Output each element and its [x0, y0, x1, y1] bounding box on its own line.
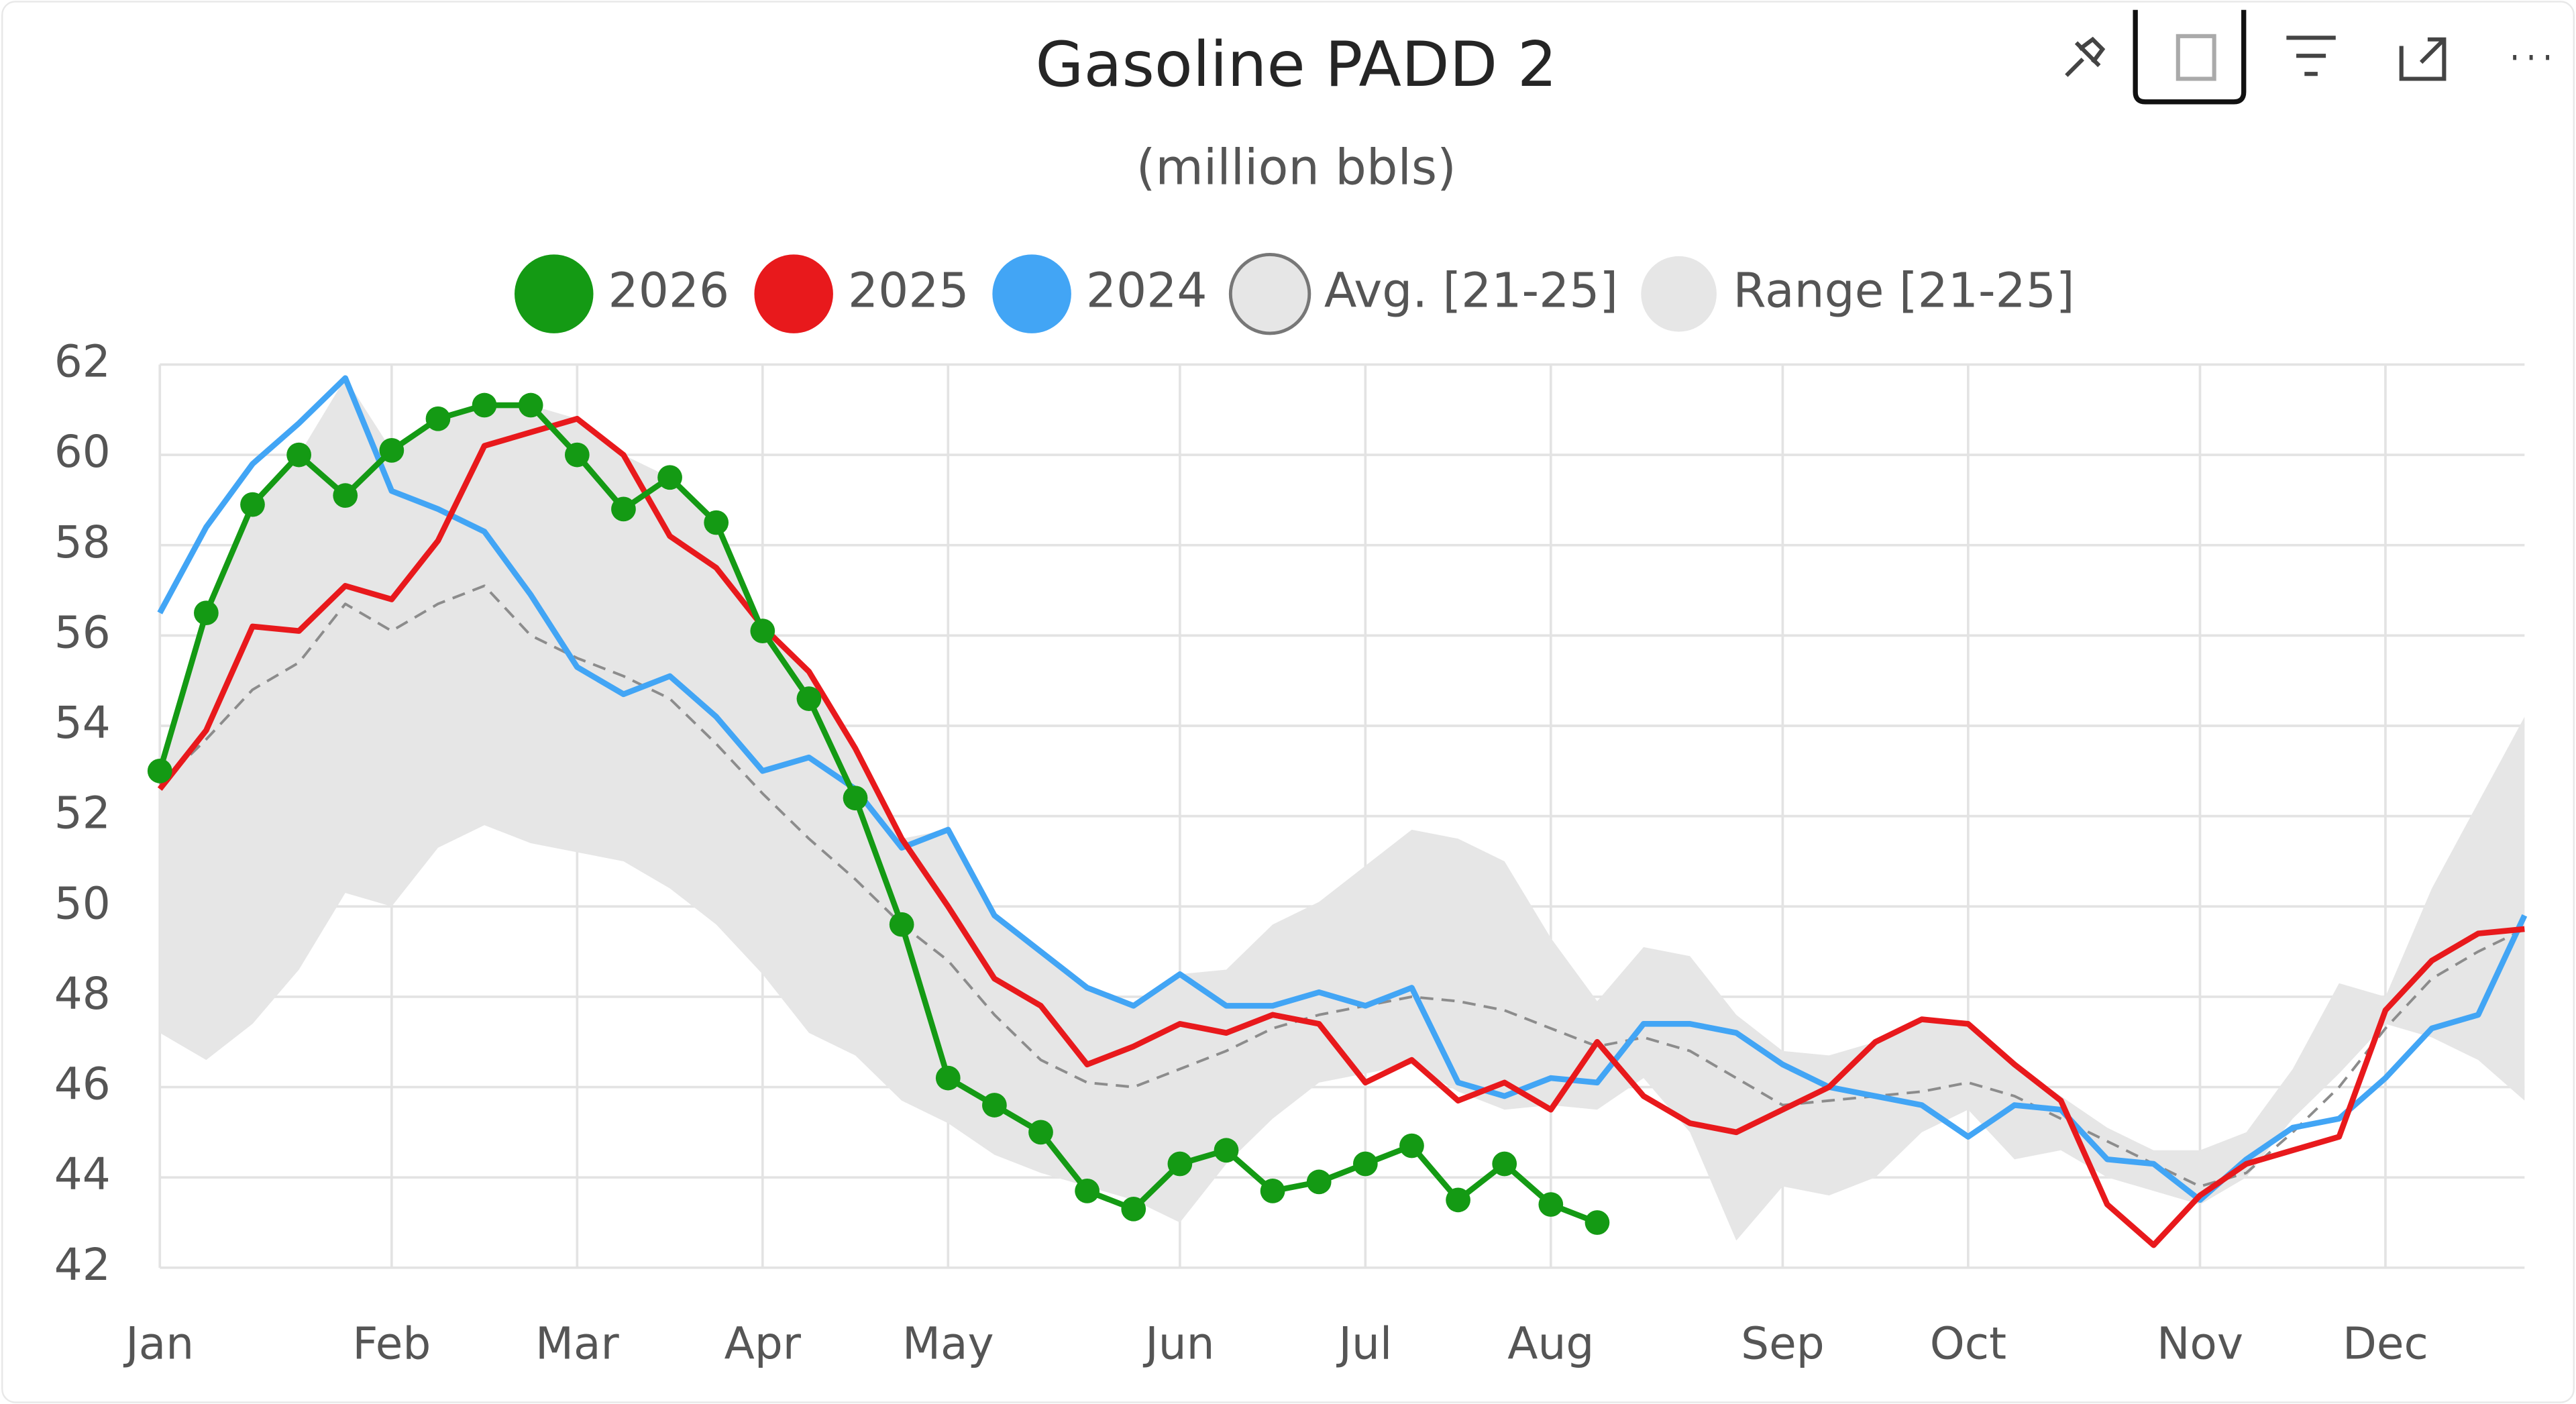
data-point [1399, 1133, 1424, 1158]
y-tick-label: 56 [54, 606, 111, 658]
legend-marker [992, 254, 1071, 333]
legend-marker [1228, 252, 1311, 335]
data-point [1585, 1210, 1610, 1235]
x-tick-label: Aug [1507, 1317, 1594, 1369]
data-point [1214, 1138, 1239, 1163]
series-line [157, 415, 2525, 1248]
data-point [1306, 1169, 1332, 1195]
data-point [1352, 1151, 1378, 1177]
x-tick-label: Jan [123, 1317, 194, 1369]
filter-icon[interactable] [2286, 36, 2336, 76]
y-tick-label: 54 [54, 697, 111, 749]
data-point [1260, 1179, 1285, 1203]
series-line [157, 375, 2528, 1203]
x-tick-label: Oct [1930, 1317, 2006, 1369]
data-point [843, 786, 868, 811]
y-tick-label: 42 [54, 1239, 111, 1291]
data-point [1446, 1187, 1470, 1213]
data-point [425, 406, 451, 431]
data-point [935, 1065, 961, 1091]
y-tick-label: 44 [54, 1148, 111, 1200]
pin-icon[interactable] [2065, 36, 2106, 77]
copy-button[interactable] [2133, 9, 2247, 105]
chart-title: Gasoline PADD 2 [1035, 28, 1557, 101]
toolbar [2065, 9, 2550, 105]
data-point [1492, 1151, 1517, 1177]
data-point [889, 912, 914, 937]
data-point [240, 492, 265, 517]
y-tick-label: 62 [54, 336, 111, 388]
y-tick-label: 48 [54, 968, 111, 1020]
data-point [1075, 1179, 1099, 1203]
data-point [194, 600, 219, 626]
x-tick-label: Jul [1336, 1317, 1392, 1369]
data-point [379, 437, 405, 463]
x-tick-label: Feb [352, 1317, 431, 1369]
data-point [750, 618, 775, 643]
x-tick-label: Sep [1741, 1317, 1825, 1369]
data-point [472, 392, 497, 418]
legend-marker [515, 254, 594, 333]
chart-subtitle: (million bbls) [1136, 140, 1456, 197]
data-point [611, 496, 636, 522]
data-point [657, 465, 682, 490]
legend-label: 2024 [1086, 263, 1208, 319]
data-point [982, 1093, 1007, 1118]
series-line [158, 584, 2526, 1188]
x-tick-label: Apr [724, 1317, 802, 1369]
data-point [1538, 1192, 1564, 1217]
x-tick-label: Nov [2157, 1317, 2243, 1369]
x-tick-label: Mar [535, 1317, 620, 1369]
focus-icon[interactable] [2399, 37, 2447, 81]
y-tick-label: 46 [54, 1059, 111, 1110]
data-point [333, 483, 358, 508]
y-tick-label: 52 [54, 788, 111, 839]
data-point [286, 442, 311, 468]
legend-marker [1641, 256, 1717, 332]
data-point [1028, 1120, 1053, 1145]
data-point [564, 442, 590, 468]
data-point [1121, 1196, 1146, 1222]
legend-label: 2026 [608, 263, 730, 319]
data-point [796, 686, 822, 711]
data-point [1167, 1151, 1193, 1177]
y-tick-label: 60 [54, 426, 111, 478]
legend-marker [754, 254, 833, 333]
x-tick-label: May [902, 1317, 994, 1369]
x-tick-label: Dec [2343, 1317, 2428, 1369]
copy-icon [2176, 34, 2216, 81]
y-tick-label: 58 [54, 517, 111, 568]
data-point [147, 758, 172, 784]
legend-label: Avg. [21-25] [1324, 263, 1618, 319]
legend-label: 2025 [848, 263, 969, 319]
legend-label: Range [21-25] [1733, 263, 2074, 319]
range-area [160, 378, 2525, 1241]
y-tick-label: 50 [54, 877, 111, 929]
x-tick-label: Jun [1142, 1317, 1214, 1369]
data-point [518, 392, 543, 418]
data-point [704, 510, 729, 535]
